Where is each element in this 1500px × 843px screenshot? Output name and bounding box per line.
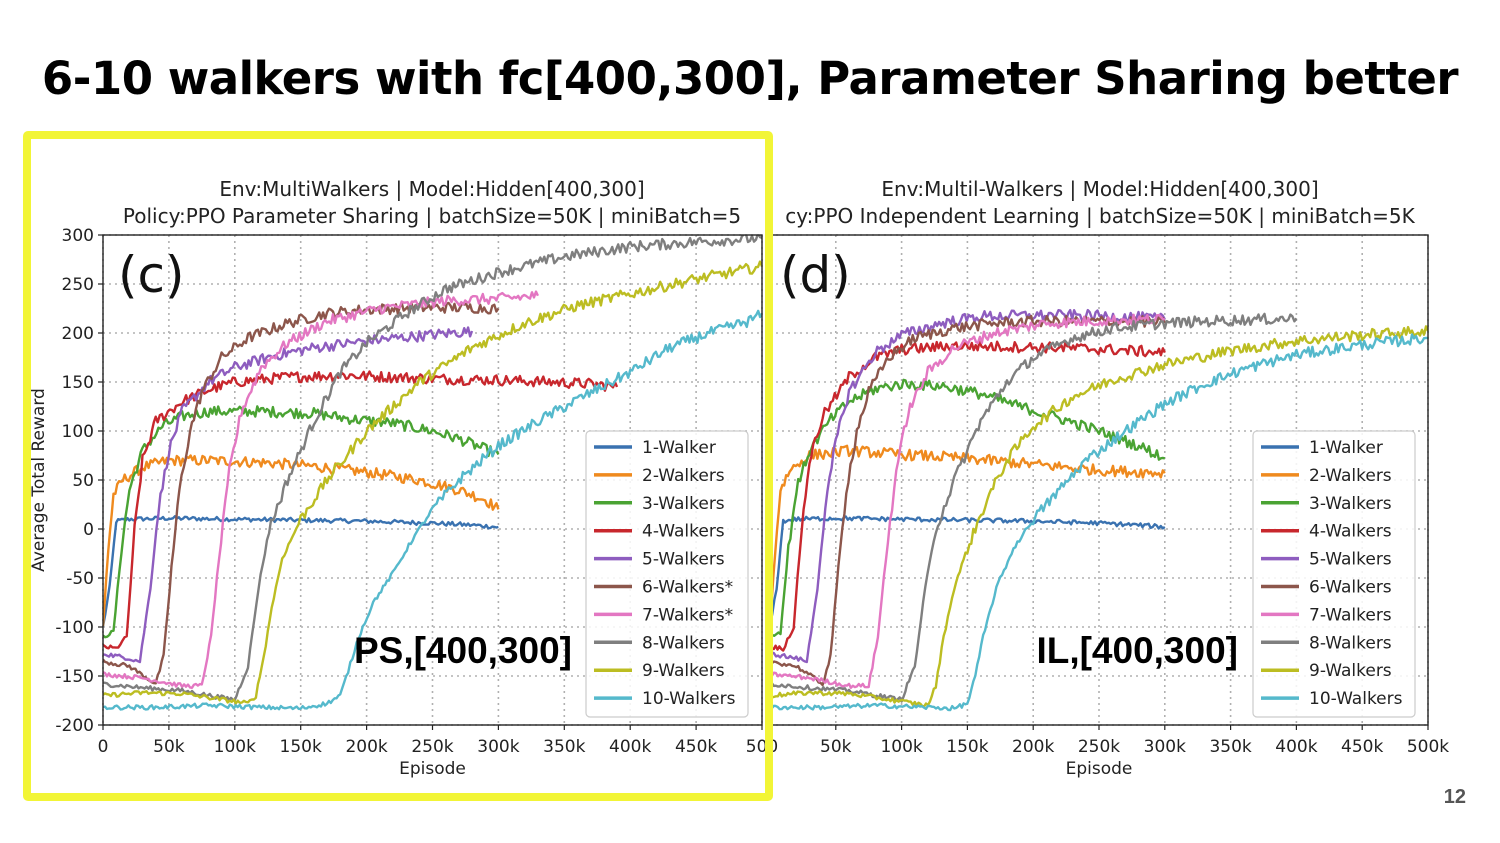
x-axis-label: Episode bbox=[399, 759, 466, 779]
chart-panel-c: Env:MultiWalkers | Model:Hidden[400,300]… bbox=[29, 177, 778, 779]
legend-label: 2-Walkers bbox=[642, 466, 725, 486]
panel-annotation: PS,[400,300] bbox=[354, 630, 572, 671]
x-tick-label: 500k bbox=[1407, 737, 1449, 757]
y-tick-label: 200 bbox=[62, 324, 94, 344]
x-tick-label: 300k bbox=[477, 737, 519, 757]
series-line-6-walkers bbox=[770, 314, 1166, 687]
x-tick-label: 150k bbox=[946, 737, 988, 757]
legend-label: 4-Walkers bbox=[642, 522, 725, 542]
legend-label: 9-Walkers bbox=[642, 661, 725, 681]
legend-label: 8-Walkers bbox=[642, 633, 725, 653]
y-tick-label: 150 bbox=[62, 373, 94, 393]
x-tick-label: 150k bbox=[280, 737, 322, 757]
y-tick-label: 250 bbox=[62, 275, 94, 295]
legend-label: 6-Walkers bbox=[1309, 578, 1392, 598]
x-tick-label: 100k bbox=[214, 737, 256, 757]
x-axis-label: Episode bbox=[1066, 759, 1133, 779]
series-line-3-walkers bbox=[103, 405, 500, 639]
series-line-1-walker bbox=[770, 515, 1166, 626]
series-group bbox=[103, 235, 762, 711]
page-number: 12 bbox=[1443, 786, 1466, 808]
legend-label: 4-Walkers bbox=[1309, 522, 1392, 542]
legend-label: 5-Walkers bbox=[642, 550, 725, 570]
y-tick-label: -200 bbox=[55, 716, 94, 736]
x-tick-label: 500 bbox=[746, 737, 778, 757]
legend-label: 10-Walkers bbox=[642, 689, 736, 709]
chart-panel-d: Env:Multil-Walkers | Model:Hidden[400,30… bbox=[769, 177, 1449, 779]
chart-title-line2: cy:PPO Independent Learning | batchSize=… bbox=[785, 204, 1415, 228]
y-axis-label: Average Total Reward bbox=[29, 388, 49, 572]
legend-label: 3-Walkers bbox=[1309, 494, 1392, 514]
series-line-8-walkers bbox=[770, 312, 1298, 703]
series-line-5-walkers bbox=[103, 326, 474, 664]
y-tick-label: 0 bbox=[83, 520, 94, 540]
x-tick-label: 250k bbox=[1078, 737, 1120, 757]
series-line-9-walkers bbox=[770, 325, 1428, 708]
series-line-10-walkers bbox=[770, 333, 1428, 712]
x-tick-label: 350k bbox=[543, 737, 585, 757]
legend-label: 10-Walkers bbox=[1309, 689, 1403, 709]
x-tick-label: 50k bbox=[153, 737, 185, 757]
series-line-8-walkers bbox=[103, 235, 762, 702]
chart-title-line1: Env:Multil-Walkers | Model:Hidden[400,30… bbox=[881, 177, 1318, 201]
legend-label: 1-Walker bbox=[642, 438, 716, 458]
y-tick-label: 300 bbox=[62, 226, 94, 246]
x-tick-label: 450k bbox=[1341, 737, 1383, 757]
series-line-10-walkers bbox=[103, 309, 762, 711]
x-tick-label: 250k bbox=[411, 737, 453, 757]
y-tick-label: -50 bbox=[66, 569, 94, 589]
series-line-3-walkers bbox=[770, 378, 1166, 640]
x-tick-label: 50k bbox=[820, 737, 852, 757]
y-tick-label: 50 bbox=[72, 471, 94, 491]
series-line-5-walkers bbox=[770, 308, 1166, 664]
x-tick-label: 100k bbox=[880, 737, 922, 757]
chart-title-line2: Policy:PPO Parameter Sharing | batchSize… bbox=[123, 204, 741, 228]
series-line-4-walkers bbox=[770, 340, 1166, 652]
slide-title: 6-10 walkers with fc[400,300], Parameter… bbox=[41, 52, 1459, 105]
series-group bbox=[770, 308, 1428, 712]
legend-label: 5-Walkers bbox=[1309, 550, 1392, 570]
x-tick-label: 0 bbox=[98, 737, 109, 757]
x-tick-label: 200k bbox=[1012, 737, 1054, 757]
y-tick-label: -100 bbox=[55, 618, 94, 638]
legend-label: 6-Walkers* bbox=[642, 578, 733, 598]
legend-label: 3-Walkers bbox=[642, 494, 725, 514]
chart-title-line1: Env:MultiWalkers | Model:Hidden[400,300] bbox=[219, 177, 644, 201]
legend-label: 7-Walkers* bbox=[642, 605, 733, 625]
panel-annotation: IL,[400,300] bbox=[1036, 630, 1238, 671]
x-tick-label: 350k bbox=[1209, 737, 1251, 757]
y-tick-label: -150 bbox=[55, 667, 94, 687]
legend-label: 1-Walker bbox=[1309, 438, 1383, 458]
series-line-7-walkers bbox=[770, 313, 1165, 689]
x-tick-label: 400k bbox=[1275, 737, 1317, 757]
legend-label: 7-Walkers bbox=[1309, 605, 1392, 625]
legend-label: 2-Walkers bbox=[1309, 466, 1392, 486]
y-tick-label: 100 bbox=[62, 422, 94, 442]
legend-label: 9-Walkers bbox=[1309, 661, 1392, 681]
panel-label: (d) bbox=[780, 246, 851, 304]
panel-label: (c) bbox=[118, 246, 185, 304]
series-line-9-walkers bbox=[103, 260, 762, 705]
x-tick-label: 300k bbox=[1144, 737, 1186, 757]
series-line-7-walkers- bbox=[103, 290, 539, 689]
x-tick-label: 200k bbox=[345, 737, 387, 757]
x-tick-label: 400k bbox=[609, 737, 651, 757]
x-tick-label: 450k bbox=[675, 737, 717, 757]
legend-label: 8-Walkers bbox=[1309, 633, 1392, 653]
